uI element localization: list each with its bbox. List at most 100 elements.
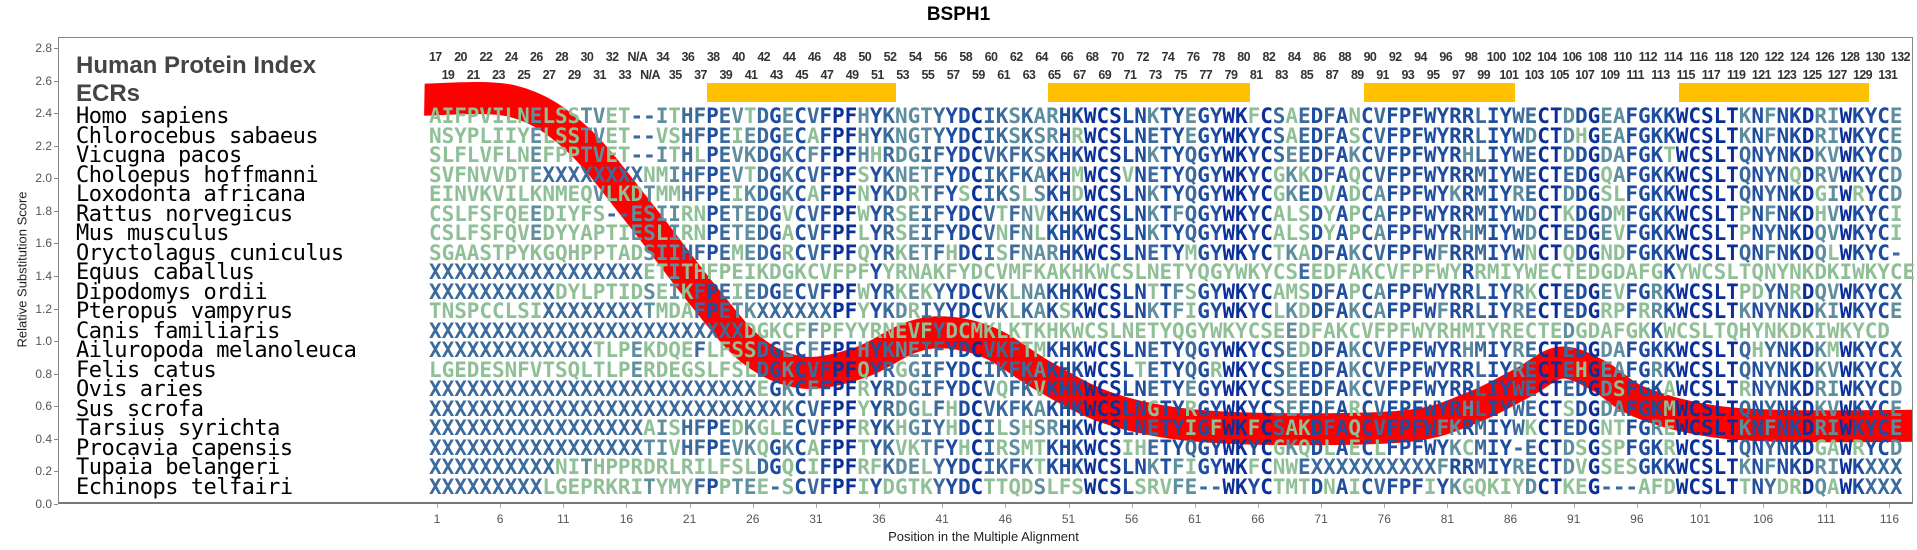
residue: S [1008, 416, 1021, 440]
residue: K [1789, 416, 1802, 440]
residue: K [1562, 474, 1576, 499]
residue: L [1285, 201, 1298, 226]
residue: W [1222, 338, 1235, 362]
residue: I [983, 357, 996, 382]
residue: I [1486, 143, 1500, 167]
residue: S [1260, 318, 1273, 343]
residue: D [1575, 104, 1588, 128]
residue: V [1373, 240, 1387, 265]
residue: Q [1738, 143, 1752, 167]
residue: E [1184, 104, 1198, 128]
position-index-top: 38 [706, 50, 720, 64]
residue: W [1839, 240, 1853, 265]
residue: I [1486, 299, 1500, 323]
residue: - [643, 123, 656, 148]
residue: L [429, 357, 442, 382]
residue: E [743, 201, 757, 226]
residue: P [1398, 338, 1412, 362]
residue: - [617, 201, 631, 226]
residue: F [869, 455, 883, 479]
residue: W [1083, 474, 1097, 499]
residue: D [1801, 455, 1815, 479]
residue: L [1121, 221, 1135, 245]
residue: V [517, 221, 530, 245]
residue: L [1121, 338, 1135, 362]
residue: F [1323, 357, 1336, 382]
residue: I [1486, 162, 1500, 187]
residue: X [643, 377, 656, 401]
residue: R [1852, 182, 1865, 206]
residue: C [1537, 338, 1550, 362]
residue: N [693, 221, 707, 245]
y-tick-label: 1.8 [35, 203, 52, 218]
residue: X [554, 299, 568, 323]
residue: L [1272, 299, 1286, 323]
residue: H [857, 143, 870, 167]
residue: F [1625, 396, 1638, 421]
residue: L [1323, 435, 1336, 460]
residue: Y [1763, 474, 1777, 499]
residue: E [655, 279, 669, 304]
residue: R [1449, 162, 1462, 187]
residue: S [1625, 455, 1638, 479]
residue: H [894, 416, 908, 440]
residue: Y [1436, 357, 1450, 382]
residue: H [680, 104, 694, 128]
residue: V [1373, 338, 1387, 362]
residue: W [1222, 416, 1235, 440]
residue: F [1008, 221, 1021, 245]
residue: P [592, 240, 606, 265]
y-tick-mark [54, 113, 58, 115]
residue: X [429, 338, 442, 362]
residue: I [983, 416, 996, 440]
residue: G [1814, 435, 1827, 460]
residue: K [1789, 338, 1802, 362]
residue: D [1575, 299, 1588, 323]
residue: X [680, 318, 694, 343]
residue: K [1071, 240, 1084, 265]
residue: E [1524, 435, 1538, 460]
residue: P [1411, 260, 1424, 284]
residue: R [1449, 279, 1462, 304]
residue: R [1449, 377, 1462, 401]
residue: X [441, 416, 455, 440]
residue: G [1587, 357, 1601, 382]
residue: W [1675, 455, 1689, 479]
residue: G [1638, 104, 1651, 128]
residue: Y [1499, 104, 1513, 128]
residue: K [1046, 279, 1059, 304]
residue: M [655, 162, 669, 187]
residue: R [1474, 260, 1487, 284]
residue: K [1235, 162, 1248, 187]
residue: M [1474, 221, 1487, 245]
residue: K [1020, 123, 1034, 148]
residue: C [1247, 318, 1261, 343]
residue: M [1184, 240, 1198, 265]
position-index-top: 52 [883, 50, 897, 64]
x-tick-label: 46 [998, 512, 1013, 526]
residue: A [1033, 279, 1047, 304]
residue: Y [1172, 338, 1185, 362]
position-index-top: 106 [1562, 50, 1582, 64]
residue: P [832, 299, 845, 323]
residue: S [1272, 416, 1286, 440]
residue: D [1575, 279, 1588, 304]
residue: D [1310, 299, 1324, 323]
position-index-top: 26 [529, 50, 543, 64]
residue: X [491, 396, 505, 421]
residue: S [1272, 143, 1286, 167]
residue: Q [995, 377, 1009, 401]
residue: D [1310, 182, 1324, 206]
residue: K [529, 240, 543, 265]
species-name: Equus caballus [76, 260, 255, 285]
residue: S [441, 201, 455, 226]
residue: X [1423, 455, 1437, 479]
position-index-bottom: 63 [1022, 68, 1036, 82]
residue: E [907, 338, 921, 362]
y-tick-label: 0.4 [35, 431, 52, 446]
residue: F [844, 299, 858, 323]
residue: R [1449, 201, 1462, 226]
residue: Y [932, 123, 946, 148]
residue: C [1109, 260, 1122, 284]
residue: C [1096, 104, 1110, 128]
